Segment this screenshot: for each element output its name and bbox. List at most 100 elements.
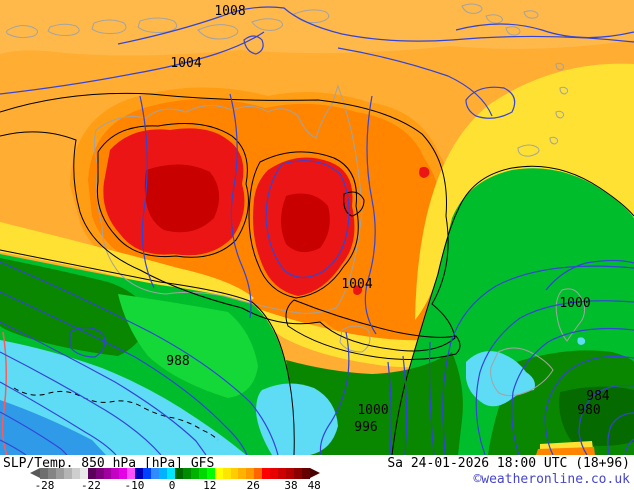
isobar-line <box>364 95 377 335</box>
colorbar-tick-label: 48 <box>307 479 321 490</box>
colorbar-cell <box>278 468 287 479</box>
coastline-nz-north <box>555 288 586 342</box>
colorbar-cell <box>63 468 72 479</box>
isobar-line <box>229 93 252 319</box>
isotherm-line <box>343 191 365 217</box>
isotherm-line <box>96 123 249 258</box>
isobar-line <box>0 351 162 456</box>
isotherms <box>0 92 634 456</box>
colorbar-cell <box>127 468 136 479</box>
coastline-island <box>47 23 80 36</box>
isobar-line <box>0 381 117 456</box>
coastline-island <box>137 17 178 33</box>
coastline-island <box>505 26 521 36</box>
pressure-label: 996 <box>354 420 377 435</box>
colorbar-tick-label: -28 <box>34 479 55 490</box>
pressure-label: 1004 <box>341 277 372 292</box>
isobar-line <box>607 412 634 456</box>
colorbar-tick-label: 26 <box>246 479 260 490</box>
temp-fill-blue <box>0 400 106 455</box>
coastline-australia <box>93 84 363 314</box>
temp-fill-green-bright <box>118 294 258 398</box>
pressure-label: 984 <box>586 389 610 404</box>
isotherm-line <box>285 299 461 361</box>
colorbar-cell <box>159 468 167 479</box>
isotherm-line <box>248 151 359 299</box>
isobar-line <box>69 326 106 358</box>
colorbar-cell <box>79 468 88 479</box>
isobars <box>0 6 634 456</box>
colorbar-cell <box>119 468 128 479</box>
colorbar-cell <box>254 468 263 479</box>
colorbar-cell <box>95 468 104 479</box>
colorbar-cell <box>174 468 183 479</box>
coastline-island <box>485 14 503 24</box>
colorbar-cell <box>167 468 175 479</box>
pressure-label: 1000 <box>559 296 590 311</box>
isobar-line <box>337 47 493 117</box>
coastlines <box>6 3 586 397</box>
temp-fill-green-darker <box>559 386 634 446</box>
isobar-line <box>0 31 265 95</box>
product-title: SLP/Temp. 850 hPa [hPa] GFS <box>3 456 215 471</box>
isobar-line <box>0 261 279 456</box>
isobar-line <box>0 321 207 456</box>
colorbar-cell <box>71 468 80 479</box>
coastline-nz-south <box>490 347 554 397</box>
colorbar-cell <box>214 468 223 479</box>
isobar-line <box>117 6 634 45</box>
coastline-island <box>6 25 38 39</box>
coastline-island <box>559 86 569 95</box>
colorbar-tick-label: -10 <box>124 479 145 490</box>
colorbar-cell <box>47 468 56 479</box>
isobar-line <box>319 331 350 456</box>
weather-map: 1008 1004 1004 988 1000 996 1000 984 980 <box>0 0 634 456</box>
isobar-line <box>265 160 350 279</box>
colorbar-cell <box>143 468 152 479</box>
colorbar-cell <box>190 468 199 479</box>
colorbar-cell <box>246 468 255 479</box>
pressure-label: 1008 <box>214 4 245 19</box>
isotherm-line-dashed <box>13 387 219 441</box>
isobar-line <box>402 355 408 456</box>
isobar-line <box>578 384 634 456</box>
colorbar-ticks: -28 -22 -10 0 12 26 38 48 <box>30 479 321 490</box>
colorbar-cell <box>198 468 207 479</box>
colorbar-cell <box>182 468 191 479</box>
isobar-line <box>0 411 68 456</box>
colorbar-cell <box>286 468 294 479</box>
colorbar-cell <box>230 468 239 479</box>
isobar-line <box>475 300 634 456</box>
colorbar-cell <box>40 468 48 479</box>
temperature-colorbar: -28 -22 -10 0 12 26 38 48 <box>30 468 321 490</box>
isobar-line <box>545 259 634 291</box>
colorbar-cell <box>55 468 64 479</box>
pressure-label: 988 <box>166 354 189 369</box>
isobar-line <box>139 95 155 289</box>
colorbar-cell <box>294 468 302 479</box>
colorbar-cell <box>87 468 96 479</box>
pressure-label: 1000 <box>357 403 388 418</box>
colorbar-cell <box>151 468 160 479</box>
coastline-tasmania <box>339 325 371 353</box>
isotherm-line <box>391 165 634 456</box>
isobar-line <box>0 439 27 456</box>
colorbar-cell <box>222 468 231 479</box>
coastline-island <box>251 18 284 31</box>
colorbar-cell <box>103 468 112 479</box>
colorbar-cell <box>301 468 310 479</box>
temp-fill-light-orange <box>0 0 634 56</box>
isobar-line <box>387 361 392 456</box>
colorbar-tick-label: 38 <box>284 479 298 490</box>
colorbar-cell <box>238 468 247 479</box>
colorbar-cell <box>206 468 215 479</box>
coastline-island <box>91 19 127 34</box>
coastline-island <box>549 136 559 145</box>
temp-fill-dark-red <box>144 164 330 253</box>
colorbar-cell <box>262 468 271 479</box>
colorbar-tick-label: 12 <box>203 479 217 490</box>
copyright-link[interactable]: ©weatheronline.co.uk <box>473 472 630 487</box>
isobar-line <box>511 327 634 456</box>
